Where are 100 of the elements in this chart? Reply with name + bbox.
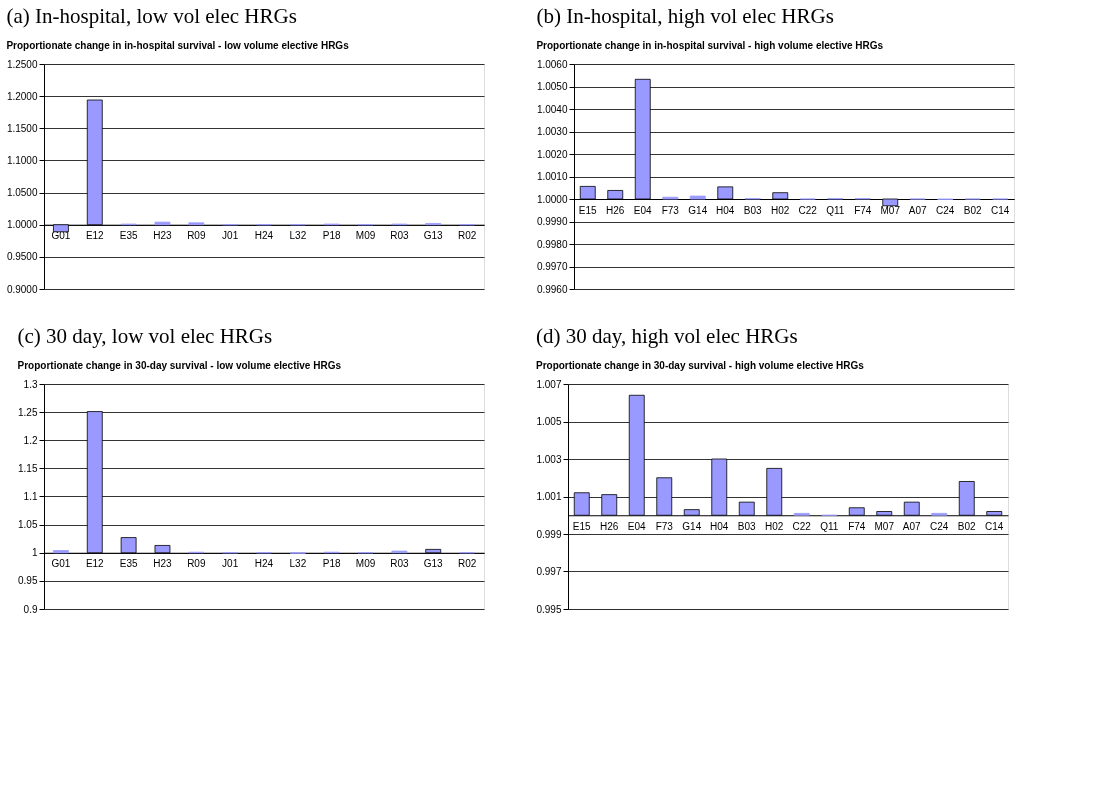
x-tick-label: H23	[153, 230, 173, 242]
x-tick-label: P18	[322, 230, 342, 242]
x-tick-label: H24	[254, 558, 274, 570]
y-tick-label: 1.003	[536, 453, 562, 465]
y-tick-label: 1.0030	[536, 126, 568, 137]
x-tick-label: G13	[423, 558, 444, 570]
x-tick-label: G14	[682, 520, 702, 532]
x-tick-label: H04	[710, 520, 729, 532]
y-tick-label: 1.005	[536, 416, 562, 427]
chart-title: (d) 30 day, high vol elec HRGs	[535, 324, 798, 348]
y-tick-label: 0.9960	[536, 283, 568, 295]
chart-subtitle: Proportionate change in in-hospital survival - high volume elective HRGs	[536, 40, 884, 51]
x-tick-label: P18	[322, 558, 342, 570]
x-tick-label: J01	[222, 558, 239, 570]
x-tick-label: C24	[936, 204, 955, 216]
y-tick-label: 1.0060	[536, 58, 568, 70]
x-tick-label: E12	[85, 230, 105, 242]
bar	[53, 550, 69, 554]
y-tick-label: 0.997	[536, 566, 562, 577]
x-tick-label: C14	[985, 520, 1004, 532]
y-tick-label: 1.3	[23, 378, 38, 390]
x-tick-label: H02	[765, 520, 784, 532]
x-tick-label: B03	[737, 520, 757, 532]
x-tick-label: L32	[289, 230, 307, 242]
x-tick-label: R03	[390, 230, 409, 242]
x-tick-label: C24	[930, 520, 949, 532]
chart-subtitle: Proportionate change in 30-day survival - low volume elective HRGs	[17, 360, 342, 371]
x-tick-label: H24	[254, 230, 274, 242]
y-tick-label: 1.0000	[6, 219, 38, 231]
x-tick-label: E35	[119, 230, 138, 242]
x-tick-label: J01	[222, 230, 239, 242]
x-tick-label: B02	[963, 204, 983, 216]
y-tick-label: 1.0000	[536, 193, 568, 205]
x-tick-label: E15	[572, 520, 592, 532]
x-tick-label: A07	[908, 204, 928, 216]
x-tick-label: F74	[854, 204, 872, 216]
x-tick-label: M07	[874, 520, 895, 532]
x-tick-label: E15	[578, 204, 598, 216]
y-tick-label: 0.9500	[6, 251, 38, 263]
x-tick-label: H26	[606, 204, 625, 216]
x-tick-label: R03	[390, 558, 409, 570]
x-tick-label: M07	[880, 204, 901, 216]
y-tick-label: 1.0500	[6, 187, 38, 199]
x-tick-label: Q11	[820, 520, 839, 532]
x-tick-label: C22	[792, 520, 812, 532]
y-tick-label: 1.007	[536, 378, 562, 390]
y-tick-label: 1.15	[18, 462, 38, 474]
y-tick-label: 1	[31, 547, 38, 559]
bar	[154, 221, 171, 226]
x-tick-label: B03	[743, 204, 763, 216]
x-tick-label: M09	[355, 558, 376, 570]
chart-title: (a) In-hospital, low vol elec HRGs	[6, 4, 297, 28]
x-tick-label: B02	[957, 520, 977, 532]
x-tick-label: E12	[85, 558, 105, 570]
x-tick-label: G13	[423, 230, 444, 242]
y-tick-label: 0.9970	[536, 261, 568, 272]
y-tick-label: 0.9000	[6, 283, 38, 295]
y-tick-label: 0.95	[18, 575, 38, 587]
x-tick-label: H04	[716, 204, 735, 216]
y-tick-label: 1.0040	[536, 103, 568, 115]
x-tick-label: G01	[51, 230, 71, 242]
chart-subtitle: Proportionate change in 30-day survival - high volume elective HRGs	[535, 360, 865, 371]
chart-subtitle: Proportionate change in in-hospital survival - low volume elective HRGs	[6, 40, 350, 51]
x-tick-label: E35	[119, 558, 138, 570]
y-tick-label: 1.2500	[6, 58, 38, 70]
y-tick-label: 1.2	[23, 434, 38, 446]
x-tick-label: R02	[457, 558, 477, 570]
x-tick-label: G01	[51, 558, 71, 570]
y-tick-label: 1.1000	[6, 154, 38, 166]
y-tick-label: 0.9990	[536, 216, 568, 227]
x-tick-label: H26	[600, 520, 619, 532]
y-tick-label: 1.1	[23, 491, 38, 502]
y-tick-label: 0.9980	[536, 238, 568, 250]
x-tick-label: M09	[355, 230, 376, 242]
y-tick-label: 1.25	[18, 406, 38, 418]
x-tick-label: L32	[289, 558, 307, 570]
y-tick-label: 1.1500	[6, 122, 38, 134]
x-tick-label: R09	[187, 558, 206, 570]
y-tick-label: 0.9	[23, 603, 38, 615]
x-tick-label: A07	[902, 520, 922, 532]
x-tick-label: E04	[627, 520, 647, 532]
x-tick-label: F74	[848, 520, 866, 532]
y-tick-label: 1.2000	[6, 90, 38, 102]
y-tick-label: 1.0050	[536, 81, 568, 92]
x-tick-label: Q11	[826, 204, 845, 216]
x-tick-label: R02	[457, 230, 477, 242]
x-tick-label: R09	[187, 230, 206, 242]
chart-title: (c) 30 day, low vol elec HRGs	[17, 324, 273, 348]
x-tick-label: H02	[771, 204, 790, 216]
y-tick-label: 1.0020	[536, 148, 568, 160]
bar	[689, 195, 706, 200]
x-tick-label: E04	[633, 204, 653, 216]
y-tick-label: 0.995	[536, 603, 562, 615]
x-tick-label: F73	[655, 520, 674, 532]
x-tick-label: C22	[798, 204, 818, 216]
y-tick-label: 1.05	[18, 519, 38, 531]
x-tick-label: F73	[661, 204, 680, 216]
x-tick-label: G14	[688, 204, 708, 216]
x-tick-label: H23	[153, 558, 173, 570]
y-tick-label: 1.0010	[536, 171, 568, 182]
